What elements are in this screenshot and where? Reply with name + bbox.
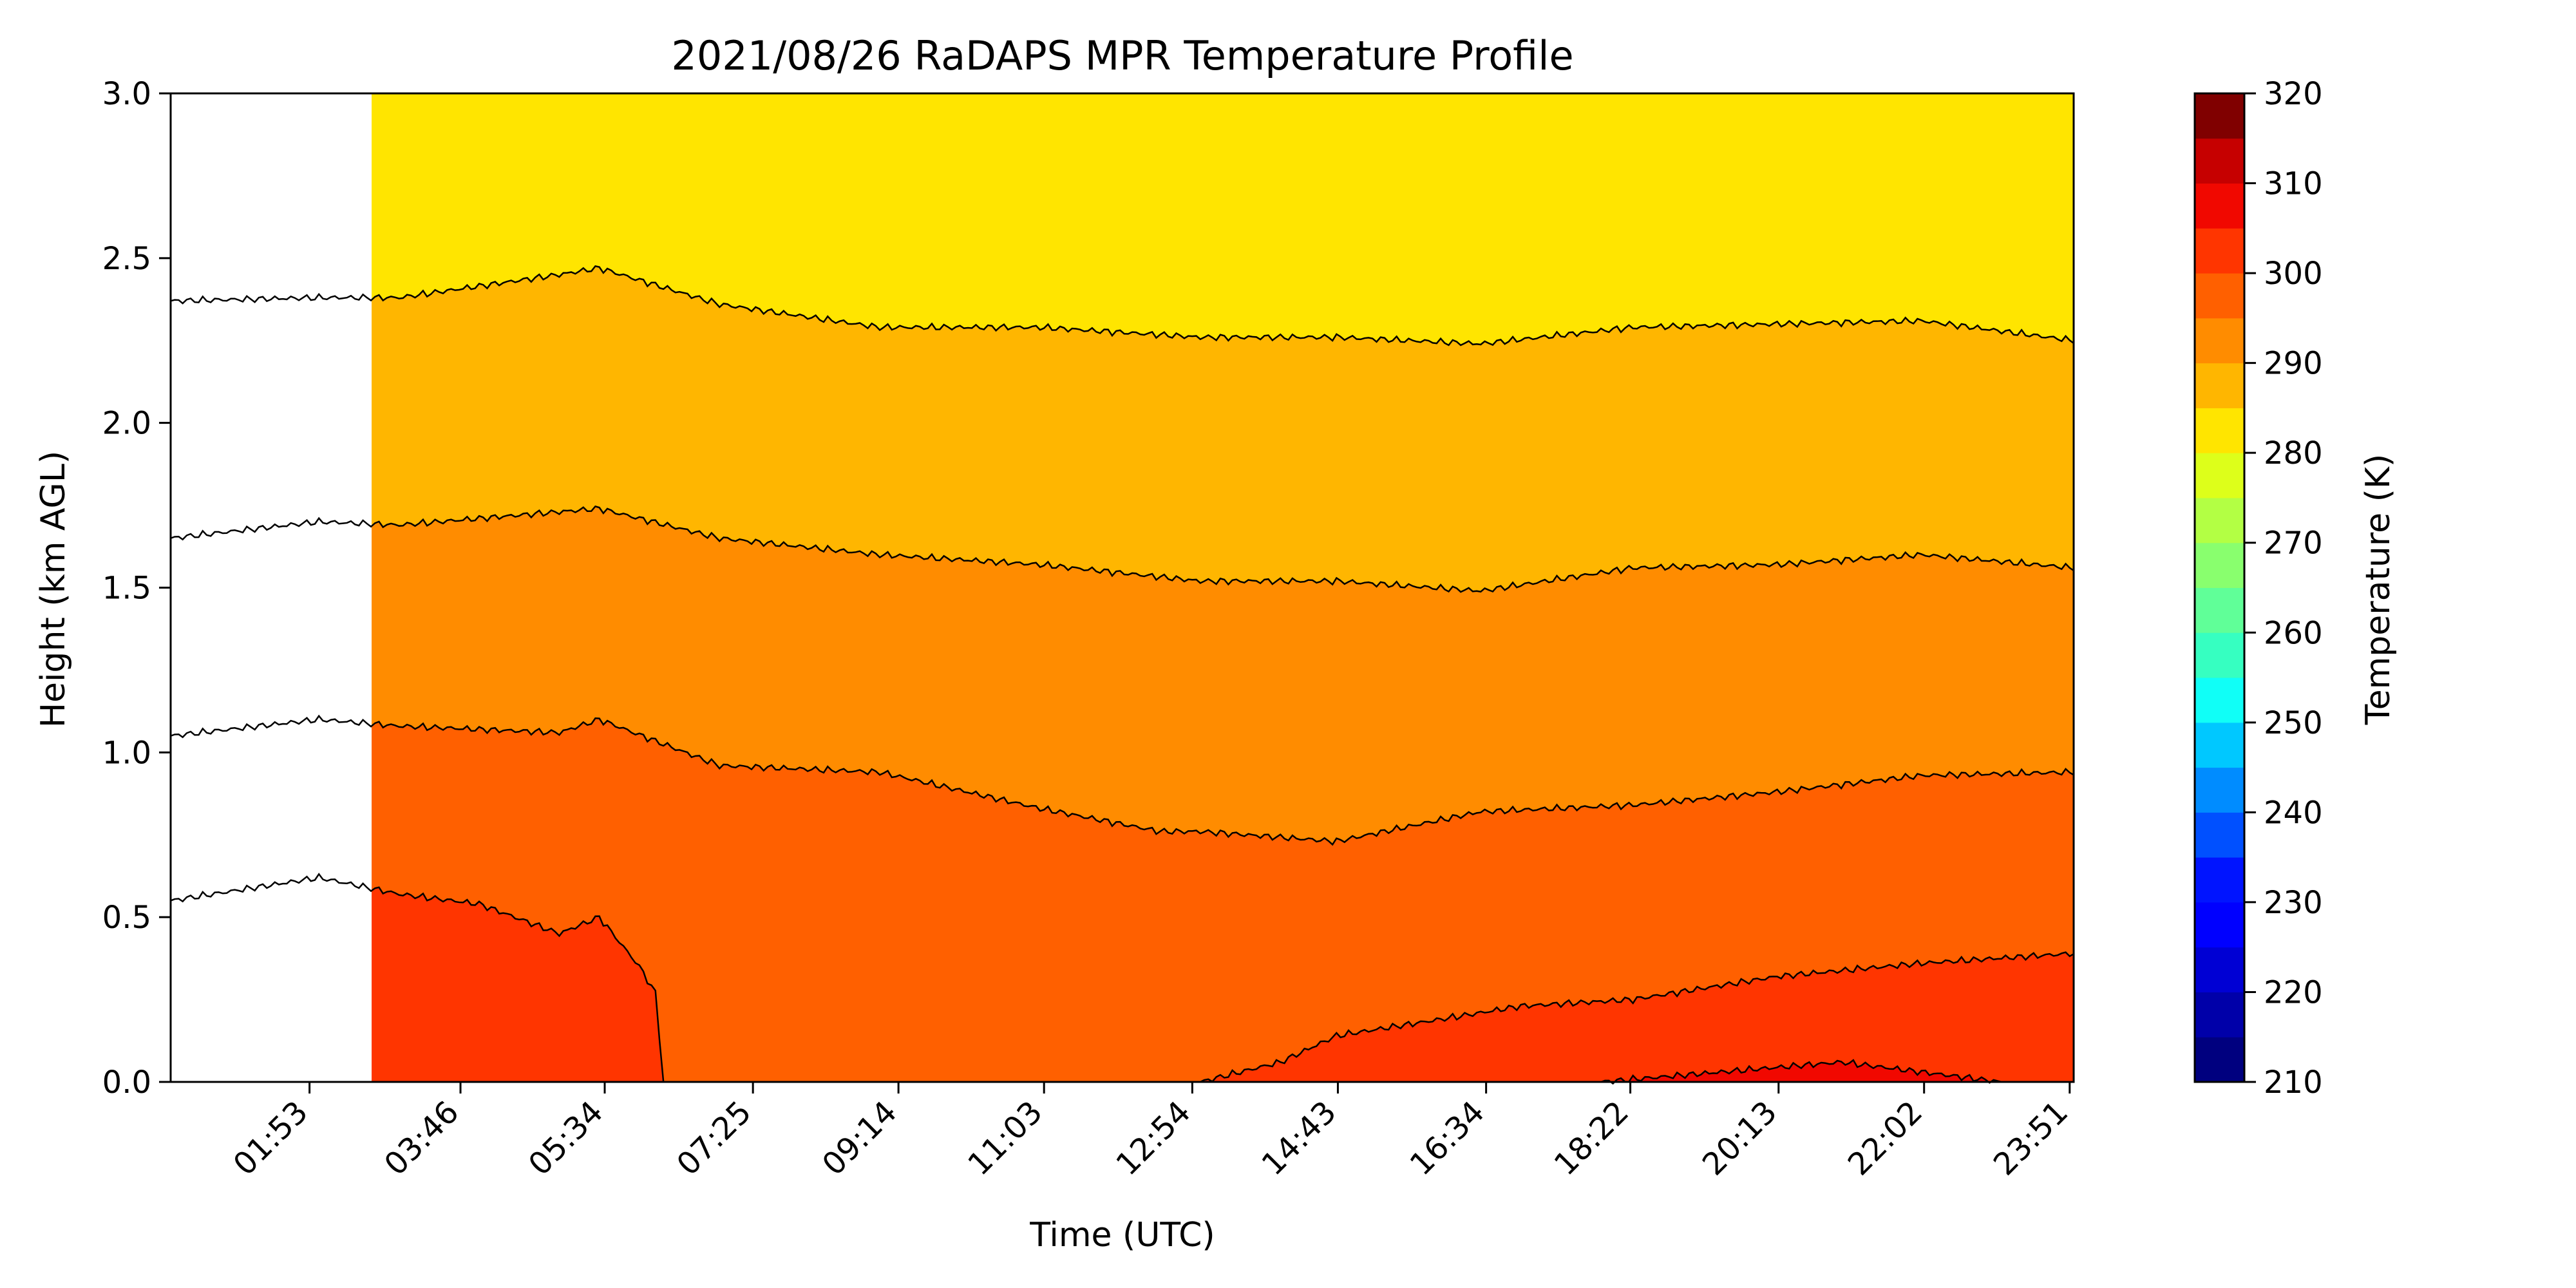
colorbar-segment — [2195, 408, 2244, 453]
colorbar-frame — [2193, 92, 2246, 1083]
x-axis-label: Time (UTC) — [1029, 1216, 1215, 1255]
colorbar-tick-label: 320 — [2264, 76, 2323, 112]
colorbar-segment — [2195, 677, 2244, 723]
y-tick-label: 0.0 — [102, 1065, 151, 1101]
colorbar-tick-label: 290 — [2264, 346, 2323, 382]
colorbar-segment — [2195, 363, 2244, 408]
x-tick-label: 23:51 — [1987, 1094, 2075, 1182]
contour-290-2 — [170, 714, 2074, 846]
colorbar-segment — [2195, 767, 2244, 813]
colorbar-segment — [2195, 632, 2244, 678]
colorbar-segment — [2195, 1037, 2244, 1083]
y-tick-label: 1.0 — [102, 735, 151, 771]
colorbar-segment — [2195, 902, 2244, 948]
colorbar-segment — [2195, 453, 2244, 498]
x-tick-label: 12:54 — [1109, 1094, 1197, 1182]
colorbar-tick-label: 300 — [2264, 256, 2323, 292]
colorbar-segment — [2195, 857, 2244, 903]
y-axis: 0.0 0.5 1.0 1.5 2.0 2.5 3.0 — [102, 76, 171, 1101]
colorbar-segment — [2195, 228, 2244, 274]
x-tick-label: 05:34 — [522, 1094, 610, 1182]
y-axis-label: Height (km AGL) — [34, 451, 73, 728]
x-tick-label: 09:14 — [815, 1094, 904, 1182]
colorbar-tick-label: 310 — [2264, 166, 2323, 202]
y-tick-label: 3.0 — [102, 76, 151, 112]
x-tick-label: 01:53 — [227, 1094, 315, 1182]
colorbar-segment — [2195, 992, 2244, 1037]
colorbar-segment — [2195, 93, 2244, 139]
y-tick-label: 0.5 — [102, 900, 151, 936]
colorbar-tick-label: 220 — [2264, 974, 2323, 1010]
colorbar: 210 220 230 240 250 260 270 280 290 300 310 320 — [2193, 76, 2323, 1101]
x-tick-label: 16:34 — [1403, 1094, 1492, 1182]
y-tick-label: 2.0 — [102, 406, 151, 442]
colorbar-tick-label: 210 — [2264, 1065, 2323, 1101]
colorbar-tick-label: 280 — [2264, 435, 2323, 471]
contour-295-3 — [170, 873, 665, 1083]
x-tick-label: 03:46 — [377, 1094, 466, 1182]
gap-region — [171, 94, 372, 1081]
band-295-fill-4 — [1200, 952, 2074, 1082]
colorbar-label: Temperature (K) — [2359, 454, 2398, 726]
x-tick-label: 07:25 — [670, 1094, 758, 1182]
x-axis: 01:53 03:46 05:34 07:25 09:14 11:03 12:54 14:43… — [227, 1082, 2075, 1182]
contour-300-5 — [1600, 1059, 2002, 1085]
x-tick-label: 11:03 — [961, 1094, 1049, 1182]
contour-285-1 — [170, 505, 2074, 593]
colorbar-tick-label: 240 — [2264, 795, 2323, 831]
plot-area — [171, 93, 2074, 1084]
x-tick-label: 20:13 — [1696, 1094, 1784, 1182]
colorbar-segment — [2195, 183, 2244, 229]
y-tick-label: 1.5 — [102, 571, 151, 607]
colorbar-tick-label: 250 — [2264, 705, 2323, 741]
missing-data-gap — [171, 94, 372, 1081]
x-tick-label: 22:02 — [1841, 1094, 1929, 1182]
x-tick-label: 14:43 — [1255, 1094, 1343, 1182]
contour-lines — [170, 265, 2074, 1085]
x-tick-label: 18:22 — [1548, 1094, 1636, 1182]
colorbar-segment — [2195, 812, 2244, 858]
colorbar-tick-label: 230 — [2264, 885, 2323, 921]
colorbar-segment — [2195, 947, 2244, 992]
contour-295-4 — [1200, 951, 2074, 1083]
contour-280-0 — [170, 265, 2074, 346]
colorbar-segment — [2195, 722, 2244, 768]
colorbar-segment — [2195, 273, 2244, 319]
colorbar-segment — [2195, 317, 2244, 364]
chart-title: 2021/08/26 RaDAPS MPR Temperature Profil… — [671, 32, 1573, 79]
y-tick-label: 2.5 — [102, 241, 151, 277]
colorbar-segment — [2195, 138, 2244, 184]
colorbar-segment — [2195, 497, 2244, 544]
colorbar-segment — [2195, 587, 2244, 633]
colorbar-tick-label: 260 — [2264, 615, 2323, 651]
colorbar-segment — [2195, 542, 2244, 588]
band-300-fill-5 — [1600, 1060, 2002, 1084]
colorbar-tick-label: 270 — [2264, 526, 2323, 562]
